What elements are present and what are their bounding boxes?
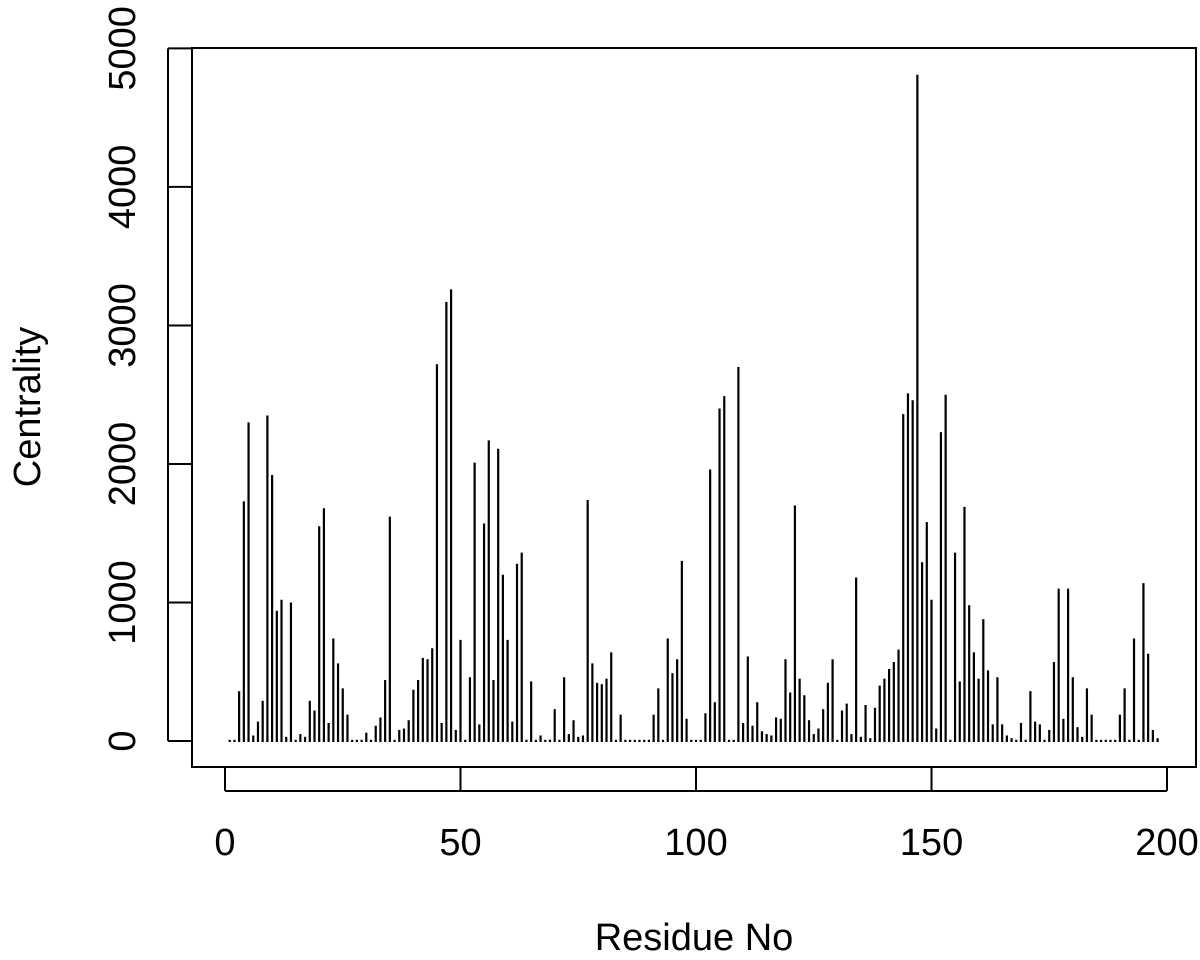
x-axis: 0 50 100 150 200: [214, 767, 1199, 864]
plot-frame: [191, 47, 1197, 768]
x-tick-label: 100: [664, 822, 727, 864]
data-spikes: [228, 74, 1159, 742]
x-tick-label: 0: [214, 822, 235, 864]
y-tick-label: 0: [102, 730, 144, 751]
y-tick-label: 5000: [102, 6, 144, 91]
y-tick-label: 2000: [102, 422, 144, 507]
y-axis-title: Centrality: [7, 327, 49, 488]
y-tick-label: 4000: [102, 145, 144, 230]
x-tick-label: 50: [439, 822, 481, 864]
x-tick-label: 200: [1135, 822, 1198, 864]
x-axis-title: Residue No: [595, 917, 794, 959]
y-axis: 0 1000 2000 3000 4000 5000: [102, 6, 192, 752]
y-tick-label: 3000: [102, 283, 144, 368]
x-tick-label: 150: [900, 822, 963, 864]
y-tick-label: 1000: [102, 560, 144, 645]
